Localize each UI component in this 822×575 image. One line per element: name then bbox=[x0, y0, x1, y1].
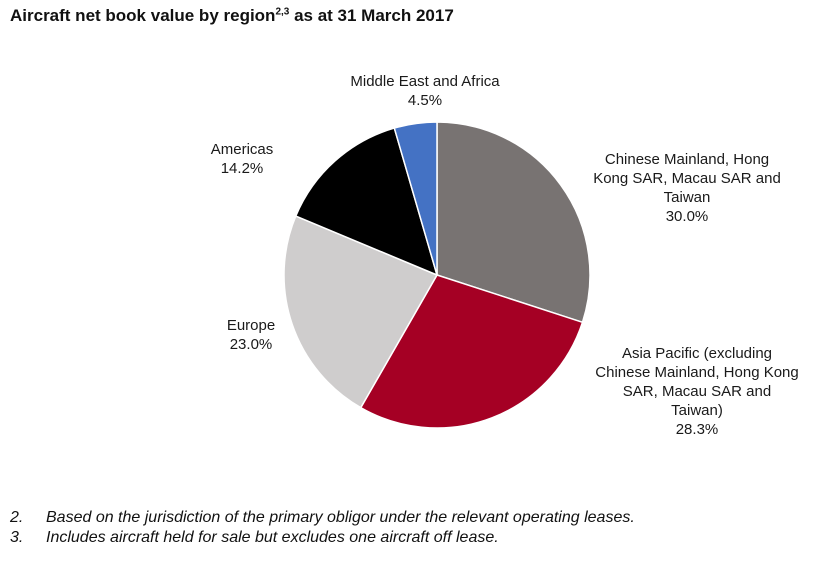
slice-name-label: Middle East and Africa bbox=[350, 73, 500, 90]
pie-slice bbox=[295, 127, 438, 276]
footnote-number: 2. bbox=[10, 509, 24, 526]
slice-name-label: Chinese Mainland, Hong Kong bbox=[595, 364, 798, 381]
slice-name-label: Europe bbox=[227, 317, 275, 334]
footnote-2: 2. Based on the jurisdiction of the prim… bbox=[10, 509, 635, 527]
slice-name-label: Chinese Mainland, Hong bbox=[605, 151, 769, 168]
chart-title-text: Aircraft net book value by region bbox=[10, 6, 276, 25]
slice-value-label: 23.0% bbox=[230, 336, 273, 353]
footnote-text: Based on the jurisdiction of the primary… bbox=[46, 509, 635, 526]
slice-value-label: 28.3% bbox=[676, 421, 719, 438]
slice-name-label: Americas bbox=[211, 141, 274, 158]
footnote-text: Includes aircraft held for sale but excl… bbox=[46, 529, 499, 546]
slice-label: Europe 23.0% bbox=[227, 317, 275, 353]
slice-name-label: SAR, Macau SAR and bbox=[623, 383, 771, 400]
chart-title-superscript: 2,3 bbox=[275, 6, 290, 18]
slice-name-label: Taiwan) bbox=[671, 402, 723, 419]
slice-label: Chinese Mainland, Hong Kong SAR, Macau SA… bbox=[593, 151, 781, 225]
footnotes: 2. Based on the jurisdiction of the prim… bbox=[10, 509, 635, 549]
footnote-number: 3. bbox=[10, 529, 24, 546]
slice-label: Middle East and Africa 4.5% bbox=[350, 73, 500, 109]
chart-title: Aircraft net book value by region2,3 as … bbox=[10, 6, 454, 26]
pie-slice bbox=[393, 121, 438, 276]
slice-value-label: 14.2% bbox=[221, 160, 264, 177]
slice-value-label: 30.0% bbox=[666, 208, 709, 225]
chart-title-suffix: as at 31 March 2017 bbox=[289, 6, 454, 25]
footnote-3: 3. Includes aircraft held for sale but e… bbox=[10, 529, 635, 547]
slice-value-label: 4.5% bbox=[408, 92, 442, 109]
slice-label: Americas 14.2% bbox=[211, 141, 274, 177]
pie-chart: Chinese Mainland, Hong Kong SAR, Macau SA… bbox=[211, 73, 799, 438]
slice-name-label: Asia Pacific (excluding bbox=[622, 345, 772, 362]
slice-label: Asia Pacific (excluding Chinese Mainland,… bbox=[595, 345, 798, 438]
slice-name-label: Kong SAR, Macau SAR and bbox=[593, 170, 781, 187]
pie-slice bbox=[283, 215, 438, 409]
pie-slice bbox=[436, 121, 591, 324]
slice-name-label: Taiwan bbox=[664, 189, 711, 206]
pie-slice bbox=[360, 274, 584, 429]
